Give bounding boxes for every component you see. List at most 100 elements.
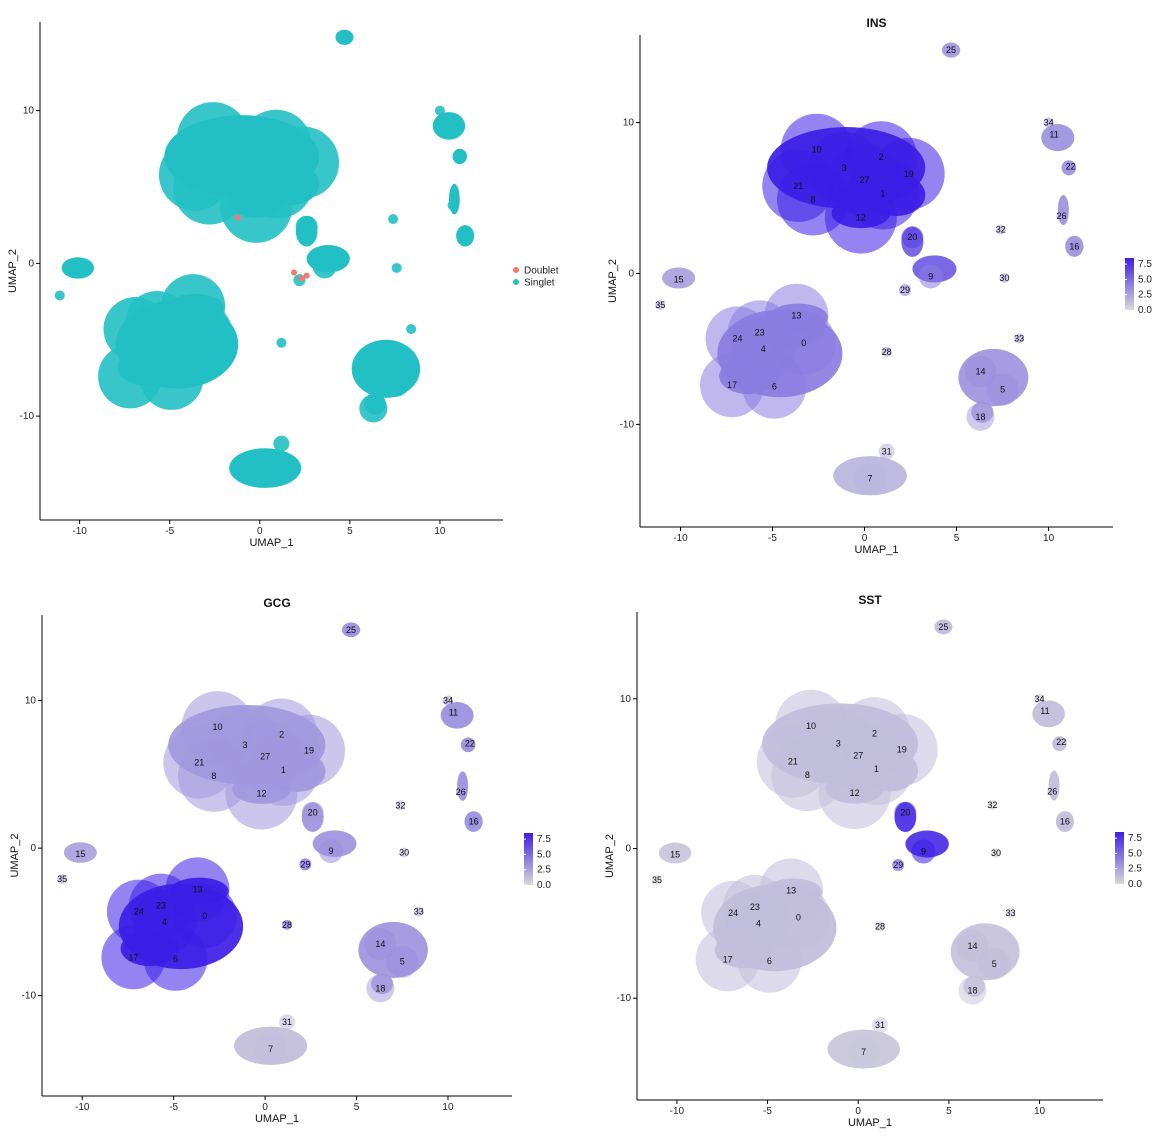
- x-tick-label: 10: [1043, 533, 1055, 544]
- cluster-label-4: 4: [162, 917, 167, 927]
- cluster-point-30: [399, 847, 410, 858]
- cluster-label-5: 5: [400, 957, 405, 967]
- cluster-label-3: 3: [242, 740, 247, 750]
- cluster-point-12: [225, 757, 298, 830]
- colorbar-tick-label: 7.5: [1128, 833, 1142, 844]
- cluster-point-9: [318, 839, 343, 864]
- cluster-point-22: [1065, 161, 1076, 172]
- cluster-point-5: [978, 947, 1011, 980]
- cluster-label-11: 11: [449, 707, 458, 717]
- cluster-label-3: 3: [836, 739, 841, 749]
- cluster-label-35: 35: [57, 874, 67, 884]
- cluster-point-18: [359, 394, 388, 423]
- cluster-label-25: 25: [946, 45, 956, 55]
- x-axis-label: UMAP_1: [249, 537, 293, 549]
- x-axis-label: UMAP_1: [255, 1113, 299, 1125]
- x-tick-label: 0: [257, 526, 263, 537]
- cluster-label-18: 18: [975, 412, 985, 422]
- x-tick-label: 5: [347, 526, 353, 537]
- y-tick-label: -10: [20, 411, 35, 422]
- cluster-label-13: 13: [786, 885, 796, 895]
- colorbar: [1125, 258, 1134, 310]
- legend-label-singlet: Singlet: [524, 278, 555, 289]
- cluster-point-6: [737, 928, 802, 993]
- colorbar-tick-label: 2.5: [537, 865, 551, 876]
- cluster-label-16: 16: [1060, 817, 1070, 827]
- cluster-label-6: 6: [767, 956, 772, 966]
- x-tick-label: -5: [763, 1106, 772, 1117]
- cluster-label-22: 22: [1066, 161, 1076, 171]
- cluster-label-1: 1: [880, 188, 885, 198]
- cluster-label-19: 19: [897, 745, 907, 755]
- cluster-point-34: [434, 105, 445, 116]
- cluster-label-19: 19: [304, 746, 314, 756]
- cluster-label-25: 25: [938, 622, 948, 632]
- cluster-label-0: 0: [202, 911, 207, 921]
- cluster-point-6: [139, 345, 204, 410]
- y-tick-label: 10: [23, 106, 35, 117]
- x-tick-label: 5: [954, 533, 960, 544]
- cluster-label-9: 9: [928, 271, 933, 281]
- cluster-point-33: [413, 906, 424, 917]
- cluster-point-25: [339, 32, 350, 43]
- x-axis-label: UMAP_1: [854, 544, 898, 556]
- cluster-label-30: 30: [399, 848, 409, 858]
- cluster-point-18: [958, 976, 987, 1005]
- cluster-label-17: 17: [128, 952, 138, 962]
- x-tick-label: -5: [768, 533, 777, 544]
- y-axis-label: UMAP_2: [604, 834, 616, 878]
- x-tick-label: 10: [434, 526, 446, 537]
- cluster-label-5: 5: [992, 959, 997, 969]
- cluster-label-23: 23: [755, 327, 765, 337]
- x-tick-label: 10: [442, 1102, 454, 1113]
- cluster-label-5: 5: [1000, 385, 1005, 395]
- cluster-label-16: 16: [1069, 241, 1079, 251]
- cluster-label-0: 0: [796, 912, 801, 922]
- cluster-point-20: [894, 801, 917, 824]
- y-tick-label: 0: [625, 844, 631, 855]
- cluster-point-5: [986, 373, 1019, 406]
- panel-ins: 2534112226161023271921181220929323015351…: [607, 16, 1152, 556]
- cluster-label-1: 1: [281, 765, 286, 775]
- cluster-point-5: [378, 364, 411, 397]
- cluster-label-27: 27: [860, 175, 870, 185]
- cluster-label-10: 10: [812, 145, 822, 155]
- cluster-label-19: 19: [904, 169, 914, 179]
- cluster-point-34: [442, 695, 453, 706]
- colorbar-tick-label: 2.5: [1128, 864, 1142, 875]
- colorbar-tick-label: 0.0: [1138, 305, 1152, 316]
- cluster-label-29: 29: [900, 285, 910, 295]
- cluster-point-7: [254, 1032, 287, 1065]
- cluster-point-30: [999, 272, 1010, 283]
- cluster-point-18: [366, 974, 395, 1003]
- y-axis-label: UMAP_2: [7, 249, 19, 293]
- cluster-point-14: [964, 355, 997, 388]
- cluster-label-32: 32: [987, 800, 997, 810]
- cluster-label-0: 0: [801, 338, 806, 348]
- cluster-label-7: 7: [268, 1044, 273, 1054]
- cluster-label-30: 30: [991, 848, 1001, 858]
- x-tick-label: 5: [946, 1106, 952, 1117]
- cluster-point-7: [847, 1036, 880, 1069]
- colorbar-tick-label: 7.5: [1138, 259, 1152, 270]
- cluster-point-35: [54, 290, 65, 301]
- y-tick-label: 0: [28, 258, 34, 269]
- cluster-point-11: [1039, 705, 1050, 716]
- cluster-point-12: [824, 181, 897, 254]
- cluster-point-22: [464, 738, 475, 749]
- cluster-label-35: 35: [655, 300, 665, 310]
- cluster-label-29: 29: [893, 860, 903, 870]
- cluster-point-15: [72, 264, 83, 275]
- cluster-label-20: 20: [900, 808, 910, 818]
- cluster-label-10: 10: [213, 722, 223, 732]
- cluster-label-10: 10: [806, 721, 816, 731]
- cluster-point-7: [249, 455, 282, 488]
- cluster-point-9: [918, 264, 943, 289]
- cluster-label-2: 2: [279, 730, 284, 740]
- y-tick-label: 10: [623, 118, 635, 129]
- cluster-point-16: [1069, 241, 1080, 252]
- y-tick-label: -10: [617, 993, 632, 1004]
- panel-title: SST: [858, 593, 882, 607]
- cluster-label-35: 35: [652, 875, 662, 885]
- cluster-point-11: [448, 707, 459, 718]
